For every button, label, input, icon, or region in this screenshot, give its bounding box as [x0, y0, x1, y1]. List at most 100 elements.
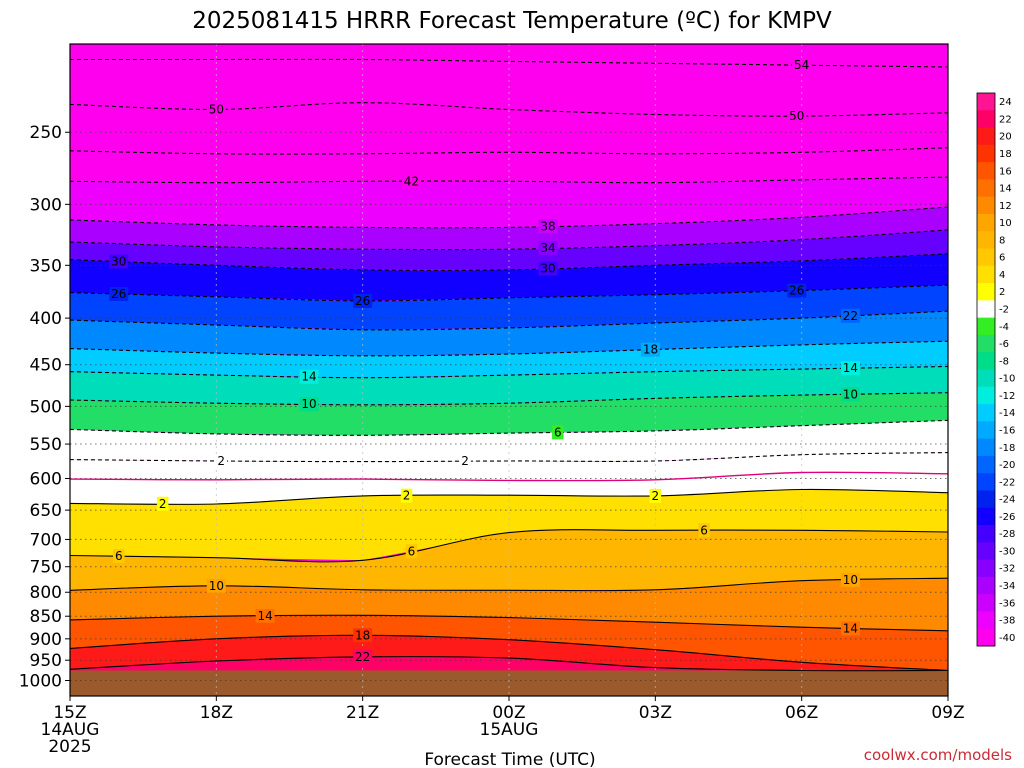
colorbar-label: -28 [999, 529, 1015, 540]
colorbar-swatch [977, 542, 995, 561]
x-tick-label: 06Z [785, 703, 818, 723]
colorbar-swatch [977, 455, 995, 474]
x-tick-label: 14AUG [41, 720, 100, 740]
isotherm-label-bg [401, 174, 421, 189]
isotherm-label-bg [640, 342, 660, 357]
colorbar-label: 16 [999, 166, 1012, 177]
colorbar-label: -30 [999, 546, 1015, 557]
colorbar-swatch [977, 507, 995, 526]
isotherm-label-bg [109, 254, 129, 269]
isotherm-label: 6 [554, 425, 562, 439]
band--18 [70, 341, 948, 378]
colorbar-swatch [977, 369, 995, 388]
colorbar-label: -10 [999, 374, 1015, 385]
colorbar-swatch [977, 386, 995, 405]
colorbar-swatch [977, 127, 995, 146]
colorbar-label: 20 [999, 132, 1012, 143]
band-14 [70, 615, 948, 671]
x-tick-label: 15AUG [480, 720, 539, 740]
isotherm-label: 14 [843, 361, 858, 375]
isotherm-label-bg [840, 572, 860, 587]
isotherm-label: 10 [301, 397, 316, 411]
isotherm-label-bg [156, 496, 169, 511]
isotherm-label: 2 [461, 454, 469, 468]
band--2 [70, 452, 948, 481]
isotherm-label: 14 [843, 621, 858, 635]
isotherm-label-bg [255, 608, 275, 623]
colorbar-swatch [977, 559, 995, 578]
colorbar-swatch [977, 576, 995, 595]
colorbar-swatch [977, 525, 995, 543]
x-tick-label: 21Z [346, 703, 379, 723]
colorbar-label: -6 [999, 339, 1009, 350]
band-18 [70, 635, 948, 671]
y-tick-label: 750 [30, 558, 62, 578]
colorbar-label: 4 [999, 270, 1005, 281]
isotherm-label-bg [206, 102, 226, 117]
colorbar-label: 18 [999, 149, 1012, 160]
colorbar-label: -24 [999, 495, 1015, 506]
colorbar-swatch [977, 317, 995, 336]
colorbar-label: -32 [999, 564, 1015, 575]
y-tick-label: 550 [30, 435, 62, 455]
x-tick-label: 18Z [200, 703, 233, 723]
isotherm-label: 2 [159, 497, 167, 511]
pressure-axis: 250 300 350 400 450 500 550 600 650 700 750 800 850 9… [19, 123, 70, 691]
colorbar-label: -4 [999, 322, 1009, 333]
colorbar-swatch [977, 265, 995, 284]
isotherm-label: 54 [794, 58, 809, 72]
isotherm-line [70, 340, 948, 357]
isotherm-label: 14 [257, 609, 272, 623]
colorbar-label: -8 [999, 356, 1009, 367]
colorbar-swatch [977, 473, 995, 491]
band-10 [70, 578, 948, 631]
isotherm-line [70, 365, 948, 379]
y-tick-label: 250 [30, 123, 62, 143]
colorbar-label: -34 [999, 581, 1015, 592]
isotherm-label: 2 [652, 489, 660, 503]
isotherm-label: 18 [355, 628, 370, 642]
colorbar-swatch [977, 421, 995, 440]
isotherm-label-bg [787, 283, 807, 298]
isotherm-label-bg [459, 454, 471, 469]
isotherm-label: 50 [789, 109, 804, 123]
colorbar-swatch [977, 404, 995, 422]
colorbar-swatch [977, 300, 995, 319]
colorbar-label: 2 [999, 287, 1005, 298]
chart-title: 2025081415 HRRR Forecast Temperature (ºC… [192, 8, 832, 34]
isotherm-label: 30 [111, 255, 126, 269]
isotherm-line [70, 147, 948, 155]
x-tick-label: 00Z [492, 703, 525, 723]
colorbar-label: 14 [999, 184, 1012, 195]
isotherm-label-bg [206, 578, 226, 593]
y-tick-label: 300 [30, 195, 62, 215]
isotherm-label-bg [113, 549, 125, 564]
colorbar-label: -26 [999, 512, 1015, 523]
colorbar-label: -14 [999, 408, 1015, 419]
isotherm-label-bg [552, 425, 564, 440]
isotherm-label-bg [299, 397, 319, 412]
credit-link[interactable]: coolwx.com/models [864, 746, 1012, 764]
isotherm-line [70, 452, 948, 463]
colorbar-swatch [977, 213, 995, 232]
y-tick-label: 900 [30, 630, 62, 650]
isotherm-label: 2 [403, 489, 411, 503]
isotherm-label: 2 [217, 454, 225, 468]
colorbar-label: -38 [999, 616, 1015, 627]
isotherm-label-bg [538, 219, 558, 234]
isotherm-label: 18 [643, 343, 658, 357]
colorbar-legend: 24 22 20 18 16 14 12 10 8 6 4 2 -2 -4 -6 -8 -10 -12 -14 -16… [976, 92, 1015, 647]
isotherm-label-bg [649, 488, 662, 503]
band--14 [70, 366, 948, 405]
isotherm-line [70, 392, 948, 406]
isotherm-label-bg [840, 308, 860, 323]
band--30 [70, 253, 948, 301]
colorbar-swatch [977, 162, 995, 180]
colorbar-label: 12 [999, 201, 1012, 212]
isotherm-label-bg [353, 628, 373, 643]
y-tick-label: 650 [30, 501, 62, 521]
isotherm-label-bg [698, 523, 710, 538]
